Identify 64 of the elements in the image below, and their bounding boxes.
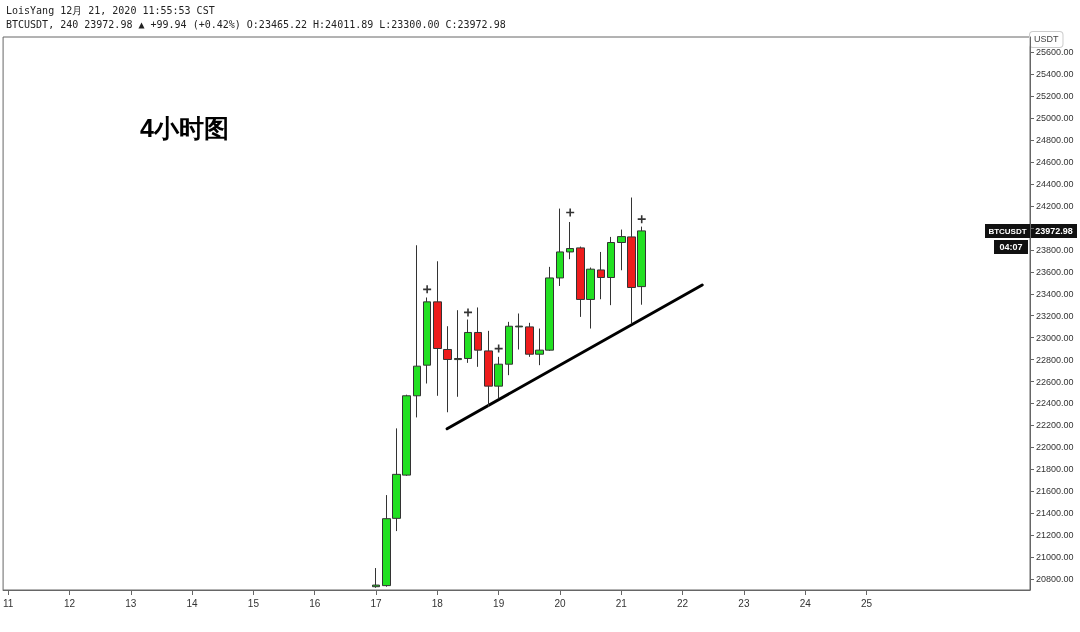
text: LoisYang 12月 21, 2020 11:55:53 CST	[6, 4, 215, 16]
y-tick-label: 24600.00	[1036, 157, 1074, 168]
y-axis-title: USDT	[1034, 34, 1059, 45]
candlestick	[372, 567, 380, 589]
candlestick	[464, 319, 472, 364]
point	[423, 285, 432, 294]
candlestick	[515, 313, 523, 350]
annotation: BTCUSDT	[988, 226, 1027, 236]
y-tick-label: 22000.00	[1036, 442, 1074, 453]
text: 4小时图	[140, 113, 229, 142]
y-tick-label: 25000.00	[1036, 113, 1074, 124]
y-tick-label: 23800.00	[1036, 244, 1074, 255]
y-tick-label: 25200.00	[1036, 91, 1074, 102]
y-tick-label: 23400.00	[1036, 288, 1074, 299]
y-tick-label: 24200.00	[1036, 200, 1074, 211]
y-tick-label: 21400.00	[1036, 508, 1074, 519]
x-tick-label: 14	[186, 597, 199, 609]
x-tick-label: 15	[247, 597, 260, 609]
point	[566, 208, 575, 217]
annotation: 04:07	[999, 242, 1023, 252]
y-tick-label: 25400.00	[1036, 69, 1074, 80]
x-tick-label: 21	[615, 597, 628, 609]
candlestick	[474, 306, 482, 368]
y-tick-label: 23200.00	[1036, 310, 1074, 321]
x-tick-label: 13	[125, 597, 137, 609]
candlestick	[443, 325, 452, 413]
y-tick-label: 23600.00	[1036, 266, 1074, 277]
candlestick	[423, 296, 431, 384]
candlestick	[597, 251, 605, 300]
y-tick-label: 22400.00	[1036, 398, 1074, 409]
y-tick-label: 22200.00	[1036, 420, 1074, 431]
text: BTCUSDT, 240 23972.98 ▲ +99.94 (+0.42%) O:23465.22 H:24011.89 L:23300.00 C:23972.98	[6, 18, 506, 30]
x-tick-label: 24	[799, 597, 812, 609]
x-tick-label: 23	[738, 597, 750, 609]
candlestick	[566, 221, 574, 260]
point	[464, 308, 472, 317]
x-tick-label: 12	[63, 597, 76, 609]
y-tick-label: 21200.00	[1036, 530, 1074, 541]
y-tick-label: 25600.00	[1036, 47, 1074, 58]
y-tick-label: 21000.00	[1036, 552, 1074, 563]
candlestick	[433, 260, 442, 397]
x-tick-label: 17	[370, 597, 383, 609]
y-tick-label: 20800.00	[1036, 574, 1074, 585]
candlestick	[413, 244, 421, 418]
y-tick-label: 23000.00	[1036, 332, 1074, 343]
x-tick-label: 20	[554, 597, 566, 609]
x-tick-label: 11	[3, 597, 14, 609]
candlestick	[556, 208, 564, 287]
y-tick-label: 21600.00	[1036, 486, 1074, 497]
x-tick-label: 25	[860, 597, 873, 609]
x-tick-label: 19	[493, 597, 505, 609]
y-tick-label: 24800.00	[1036, 135, 1074, 146]
y-tick-label: 22600.00	[1036, 376, 1074, 387]
x-tick-label: 18	[431, 597, 444, 609]
y-tick-label: 22800.00	[1036, 354, 1074, 365]
x-tick-label: 16	[309, 597, 321, 609]
candlestick	[607, 236, 615, 306]
point	[637, 215, 646, 224]
y-tick-label: 21800.00	[1036, 464, 1074, 475]
candlestick	[505, 321, 513, 376]
y-tick-label: 24400.00	[1036, 179, 1074, 190]
x-tick-label: 22	[677, 597, 689, 609]
candlestick	[454, 309, 462, 398]
text: 23972.98	[1035, 226, 1073, 236]
